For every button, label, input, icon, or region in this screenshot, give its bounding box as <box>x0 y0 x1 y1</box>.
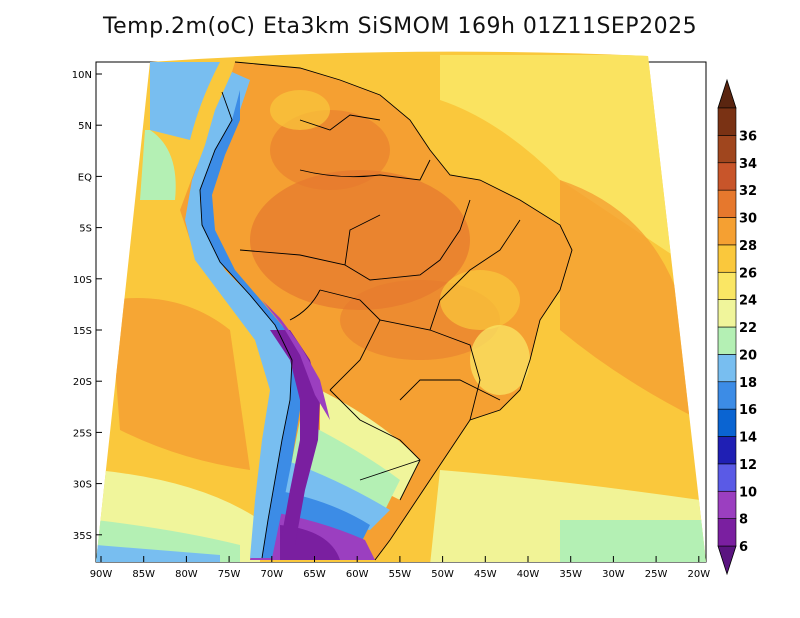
colorbar-max-arrow <box>717 78 737 109</box>
colorbar-label: 6 <box>739 540 748 555</box>
colorbar-segment <box>717 299 737 328</box>
lon-tick-label: 50W <box>431 569 454 580</box>
colorbar-label: 10 <box>739 485 757 500</box>
lon-tick-label: 70W <box>260 569 283 580</box>
lat-tick-label: 20S <box>73 377 92 388</box>
lon-tick-label: 55W <box>389 569 412 580</box>
lon-tick-label: 75W <box>218 569 241 580</box>
colorbar-label: 22 <box>739 321 757 336</box>
lon-tick-label: 80W <box>175 569 198 580</box>
lon-tick-label: 85W <box>132 569 155 580</box>
lon-tick-label: 60W <box>346 569 369 580</box>
colorbar-label: 30 <box>739 212 757 227</box>
lon-tick-label: 20W <box>687 569 710 580</box>
lon-tick-label: 90W <box>90 569 113 580</box>
colorbar-segment <box>717 189 737 218</box>
colorbar-min-arrow <box>717 545 737 576</box>
lat-tick-label: 35S <box>73 531 92 542</box>
colorbar-segment <box>717 107 737 136</box>
colorbar-segment <box>717 326 737 355</box>
colorbar-label: 34 <box>739 157 757 172</box>
lon-tick-label: 65W <box>303 569 326 580</box>
colorbar: 6 8 10 12 14 16 18 20 22 24 26 28 30 32 34 36 <box>717 78 757 576</box>
andes-cold-strip <box>185 72 300 558</box>
colorbar-segment <box>717 244 737 273</box>
colorbar-label: 28 <box>739 239 757 254</box>
longitude-axis: 90W 85W 80W 75W 70W 65W 60W 55W 50W 45W 40W 35W 30W 2… <box>90 556 710 580</box>
lat-tick-label: 10N <box>72 70 92 81</box>
colorbar-segment <box>717 135 737 164</box>
political-borders <box>199 61 573 561</box>
colorbar-label: 32 <box>739 184 757 199</box>
lat-tick-label: 25S <box>73 428 92 439</box>
colorbar-label: 14 <box>739 431 757 446</box>
lat-tick-label: 5S <box>79 224 92 235</box>
colorbar-segment <box>717 463 737 492</box>
lon-tick-label: 45W <box>474 569 497 580</box>
lat-tick-label: EQ <box>78 172 92 183</box>
colorbar-segment <box>717 436 737 465</box>
temperature-field <box>96 51 706 562</box>
colorbar-segment <box>717 354 737 383</box>
latitude-axis: 10N 5N EQ 5S 10S 15S 20S 25S 30S 35S <box>72 70 102 542</box>
colorbar-segment <box>717 271 737 300</box>
lat-tick-label: 5N <box>78 121 92 132</box>
colorbar-label: 16 <box>739 403 757 418</box>
colorbar-segment <box>717 518 737 547</box>
lon-tick-label: 40W <box>517 569 540 580</box>
colorbar-label: 8 <box>739 513 748 528</box>
colorbar-label: 26 <box>739 266 757 281</box>
lat-tick-label: 30S <box>73 480 92 491</box>
colorbar-label: 12 <box>739 458 757 473</box>
lat-tick-label: 15S <box>73 326 92 337</box>
colorbar-segment <box>717 162 737 191</box>
chart-title: Temp.2m(oC) Eta3km SiSMOM 169h 01Z11SEP2… <box>102 14 698 39</box>
colorbar-segment <box>717 381 737 410</box>
colorbar-segment <box>717 408 737 437</box>
lon-tick-label: 25W <box>645 569 668 580</box>
colorbar-segment <box>717 490 737 519</box>
lat-tick-label: 10S <box>73 275 92 286</box>
colorbar-label: 36 <box>739 129 757 144</box>
lon-tick-label: 30W <box>602 569 625 580</box>
lon-tick-label: 35W <box>559 569 582 580</box>
colorbar-label: 24 <box>739 294 757 309</box>
colorbar-label: 20 <box>739 348 757 363</box>
colorbar-segment <box>717 217 737 246</box>
colorbar-label: 18 <box>739 376 757 391</box>
